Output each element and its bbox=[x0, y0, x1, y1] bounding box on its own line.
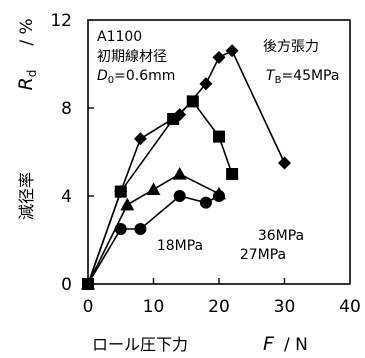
diameter-var: D bbox=[97, 68, 108, 84]
series-label: 27MPa bbox=[240, 247, 286, 263]
tension-var: T bbox=[266, 68, 276, 84]
y-tick-label: 4 bbox=[61, 187, 72, 207]
x-axis-label-unit: / N bbox=[284, 335, 308, 355]
y-sub: d bbox=[25, 70, 39, 78]
x-tick-label: 0 bbox=[83, 297, 94, 317]
y-var: R bbox=[15, 77, 37, 90]
data-point-square bbox=[226, 168, 239, 180]
data-point-diamond bbox=[225, 44, 239, 58]
data-point-diamond bbox=[212, 50, 226, 64]
x-axis-label-var: F bbox=[263, 333, 275, 355]
x-tick-label: 30 bbox=[274, 297, 296, 317]
y-tick-label: 0 bbox=[61, 275, 72, 295]
series-label: 18MPa bbox=[157, 238, 203, 254]
axis-ticks: 0 10 20 30 40 0 4 8 12 bbox=[50, 11, 360, 317]
x-tick-label: 20 bbox=[208, 297, 230, 317]
data-point-circle bbox=[199, 196, 212, 209]
y-axis-label-jp: 減径率 bbox=[17, 172, 36, 220]
y-tick-label: 8 bbox=[61, 99, 72, 119]
y-axis-label-unit: / % bbox=[17, 18, 37, 45]
data-point-circle bbox=[173, 190, 186, 202]
tension-rest: =45MPa bbox=[281, 68, 339, 84]
data-point-diamond bbox=[133, 132, 147, 146]
tension-sub: B bbox=[275, 75, 282, 86]
data-point-square bbox=[186, 95, 199, 108]
data-point-triangle bbox=[120, 197, 135, 211]
data-point-square bbox=[213, 130, 225, 143]
series-label: 36MPa bbox=[258, 228, 304, 244]
diameter-label: 初期線材径 bbox=[97, 48, 167, 65]
data-point-square bbox=[114, 185, 127, 198]
data-point-circle bbox=[213, 190, 225, 202]
data-point-circle bbox=[134, 223, 147, 235]
data-point-square bbox=[167, 113, 180, 125]
tension-value: TB=45MPa bbox=[266, 68, 339, 86]
series-labels: 36MPa 27MPa 18MPa bbox=[157, 228, 304, 263]
x-tick-label: 40 bbox=[339, 297, 361, 317]
data-point-circle bbox=[82, 278, 94, 290]
tension-title: 後方張力 bbox=[263, 39, 319, 55]
diameter-rest: =0.6mm bbox=[114, 68, 175, 84]
y-axis-label-var: Rd bbox=[15, 70, 39, 91]
series-line bbox=[87, 100, 233, 285]
data-point-circle bbox=[114, 223, 127, 235]
series-group bbox=[81, 44, 291, 291]
data-point-diamond bbox=[199, 77, 213, 91]
data-point-triangle bbox=[172, 167, 187, 180]
x-axis-label-jp: ロール圧下力 bbox=[92, 335, 188, 354]
diameter-sub: 0 bbox=[108, 75, 114, 86]
diameter-value: D0=0.6mm bbox=[97, 68, 175, 86]
data-point-diamond bbox=[278, 156, 291, 170]
x-tick-label: 10 bbox=[143, 297, 165, 317]
y-tick-label: 12 bbox=[50, 11, 72, 31]
material-label: A1100 bbox=[97, 29, 142, 45]
data-point-triangle bbox=[146, 182, 161, 195]
